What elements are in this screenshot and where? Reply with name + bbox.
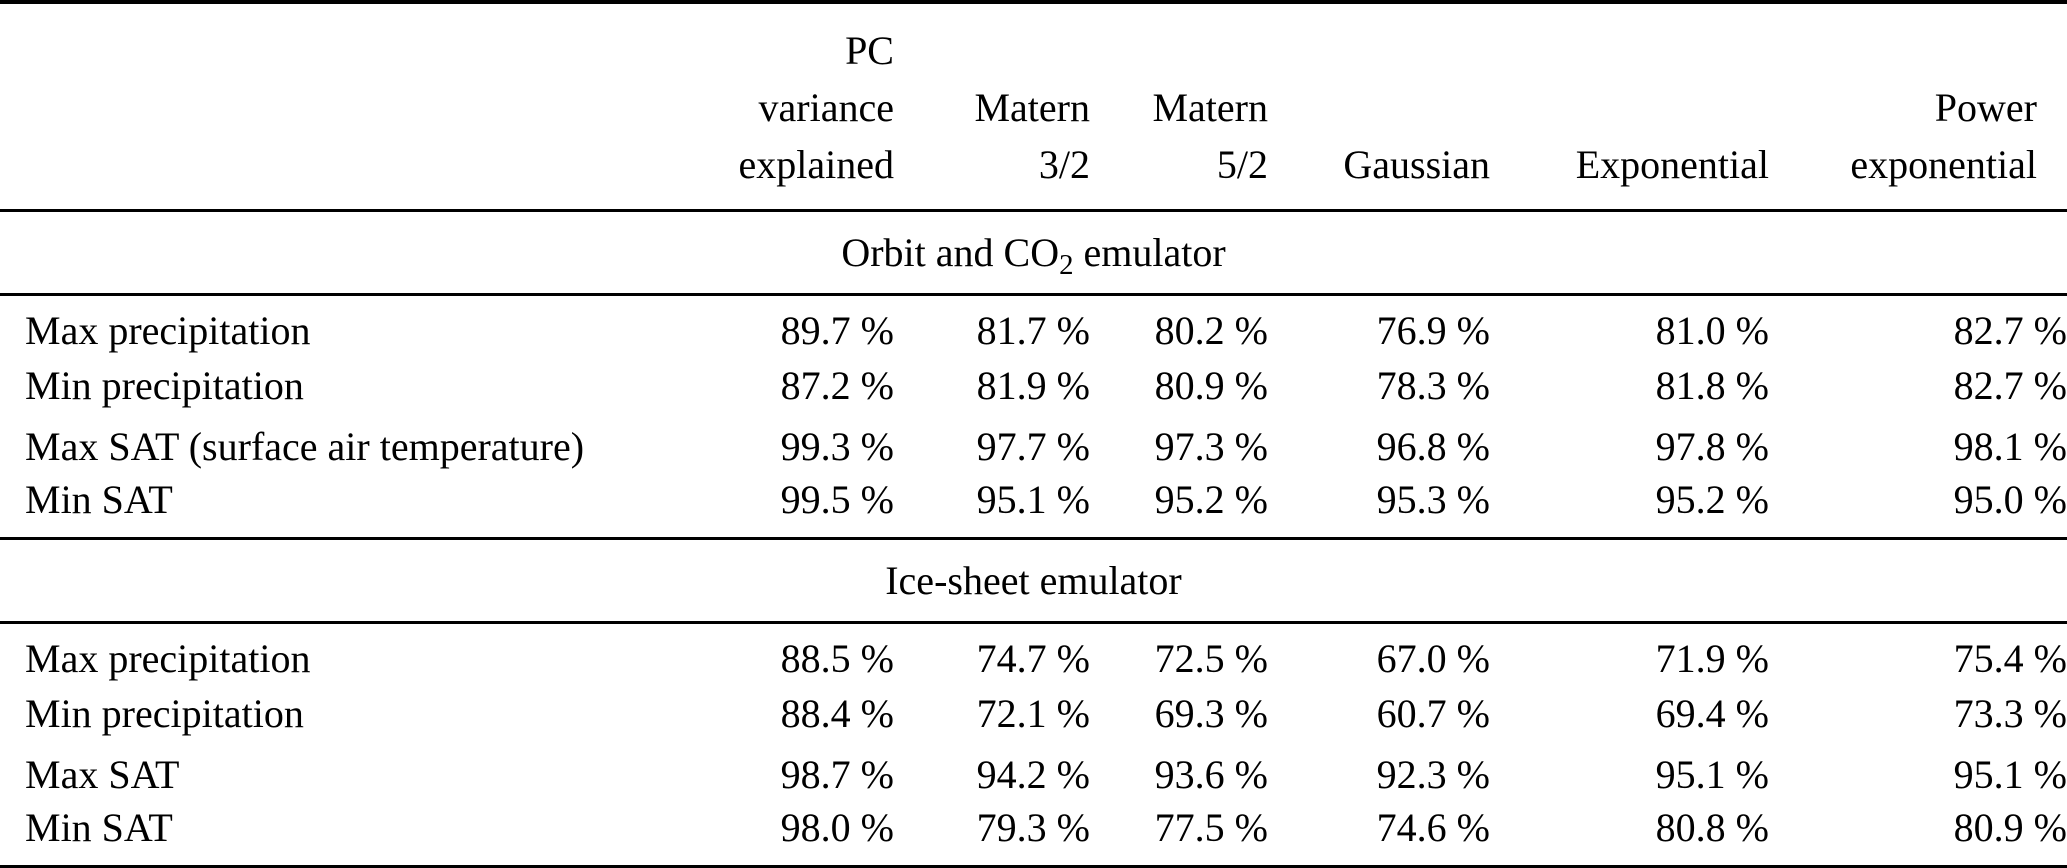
section-title: Ice-sheet emulator (0, 539, 2067, 623)
data-row-min-sat: Min SAT 99.5 % 95.1 % 95.2 % 95.3 % 95.2… (0, 478, 2067, 539)
cell-value: 95.2 % (1154, 477, 1268, 523)
cell-value: 88.4 % (780, 691, 894, 736)
section-header-ice-sheet: Ice-sheet emulator (0, 539, 2067, 623)
cell-value: 97.8 % (1655, 424, 1769, 469)
cell-value: 81.7 % (976, 307, 1090, 353)
section-header-orbit-co2: Orbit and CO2 emulator (0, 211, 2067, 295)
data-row-max-sat: Max SAT (surface air temperature) 99.3 %… (0, 417, 2067, 478)
column-header-pc-variance-explained: PC variance explained (738, 28, 895, 187)
cell-value: 74.7 % (976, 635, 1090, 681)
table-header-row: PC variance explained Matern 3/2 Matern … (0, 2, 2067, 211)
cell-value: 96.8 % (1376, 424, 1490, 469)
cell-value: 76.9 % (1376, 307, 1490, 353)
cell-value: 97.7 % (976, 424, 1090, 469)
cell-value: 89.7 % (780, 307, 894, 353)
section-title-text: Ice-sheet emulator (885, 557, 1182, 603)
cell-value: 87.2 % (780, 363, 894, 408)
cell-value: 60.7 % (1376, 691, 1490, 736)
section-title-subscript: 2 (1059, 248, 1074, 281)
cell-value: 72.5 % (1154, 635, 1268, 681)
cell-value: 80.9 % (1953, 805, 2067, 851)
data-row-max-precipitation: Max precipitation 89.7 % 81.7 % 80.2 % 7… (0, 295, 2067, 356)
cell-value: 99.5 % (780, 477, 894, 523)
cell-value: 82.7 % (1953, 363, 2067, 408)
cell-value: 81.9 % (976, 363, 1090, 408)
cell-value: 95.1 % (1953, 752, 2067, 797)
cell-value: 95.1 % (976, 477, 1090, 523)
cell-value: 69.3 % (1154, 691, 1268, 736)
cell-value: 88.5 % (780, 635, 894, 681)
cell-value: 73.3 % (1953, 691, 2067, 736)
data-row-min-sat: Min SAT 98.0 % 79.3 % 77.5 % 74.6 % 80.8… (0, 806, 2067, 867)
section-title-suffix: emulator (1073, 229, 1226, 275)
cell-value: 71.9 % (1655, 635, 1769, 681)
cell-value: 81.0 % (1655, 307, 1769, 353)
cell-value: 78.3 % (1376, 363, 1490, 408)
section-title-text: Orbit and CO (841, 229, 1060, 275)
cell-value: 82.7 % (1953, 307, 2067, 353)
cell-value: 95.3 % (1376, 477, 1490, 523)
cell-value: 80.2 % (1154, 307, 1268, 353)
cell-value: 69.4 % (1655, 691, 1769, 736)
cell-value: 79.3 % (976, 805, 1090, 851)
cell-value: 97.3 % (1154, 424, 1268, 469)
cell-value: 92.3 % (1376, 752, 1490, 797)
data-row-max-precipitation: Max precipitation 88.5 % 74.7 % 72.5 % 6… (0, 623, 2067, 684)
cell-value: 81.8 % (1655, 363, 1769, 408)
row-label: Min SAT (25, 477, 173, 523)
data-row-max-sat: Max SAT 98.7 % 94.2 % 93.6 % 92.3 % 95.1… (0, 745, 2067, 806)
column-header-exponential: Exponential (1575, 142, 1769, 187)
data-row-min-precipitation: Min precipitation 87.2 % 81.9 % 80.9 % 7… (0, 356, 2067, 417)
cell-value: 95.2 % (1655, 477, 1769, 523)
cell-value: 94.2 % (976, 752, 1090, 797)
cell-value: 95.1 % (1655, 752, 1769, 797)
cell-value: 80.9 % (1154, 363, 1268, 408)
data-row-min-precipitation: Min precipitation 88.4 % 72.1 % 69.3 % 6… (0, 684, 2067, 745)
section-title: Orbit and CO2 emulator (0, 211, 2067, 295)
cell-value: 74.6 % (1376, 805, 1490, 851)
column-header-matern-3-2: Matern 3/2 (974, 85, 1090, 187)
cell-value: 93.6 % (1154, 752, 1268, 797)
cell-value: 75.4 % (1953, 635, 2067, 681)
cell-value: 72.1 % (976, 691, 1090, 736)
cell-value: 77.5 % (1154, 805, 1268, 851)
cell-value: 98.1 % (1953, 424, 2067, 469)
row-label: Min SAT (25, 805, 173, 851)
row-label: Max SAT (25, 752, 180, 797)
cell-value: 95.0 % (1953, 477, 2067, 523)
cell-value: 67.0 % (1376, 635, 1490, 681)
column-header-matern-5-2: Matern 5/2 (1152, 85, 1268, 187)
row-label: Max precipitation (25, 635, 311, 681)
row-label: Min precipitation (25, 363, 304, 408)
row-label: Max precipitation (25, 307, 311, 353)
column-header-gaussian: Gaussian (1343, 142, 1490, 187)
empty-header-cell (0, 2, 700, 211)
cell-value: 99.3 % (780, 424, 894, 469)
cell-value: 80.8 % (1655, 805, 1769, 851)
cell-value: 98.0 % (780, 805, 894, 851)
cell-value: 98.7 % (780, 752, 894, 797)
row-label: Min precipitation (25, 691, 304, 736)
row-label: Max SAT (surface air temperature) (25, 424, 585, 469)
column-header-power-exponential: Power exponential (1850, 85, 2037, 187)
